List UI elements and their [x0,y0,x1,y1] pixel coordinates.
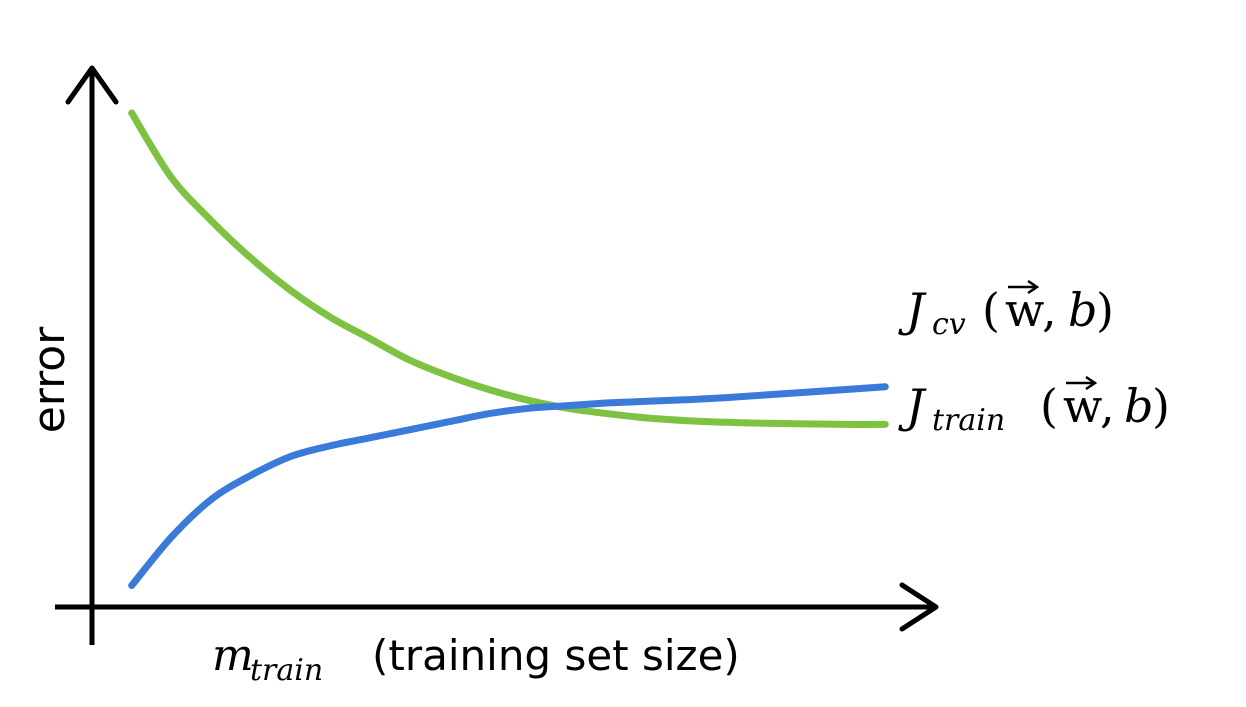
x-axis-label-text: (training set size) [372,631,740,680]
series-label-cv-main: J [898,283,927,337]
series-label-cv-close-paren: ) [1096,283,1114,337]
x-axis-label-symbol: m [212,630,254,681]
series-label-cv: J cv ( w , b ) [898,279,1114,342]
series-label-cv-subscript: cv [932,307,966,342]
series-line-cv [128,109,889,428]
series-label-cv-comma: , [1042,283,1057,337]
series-label-train-comma: , [1100,379,1115,433]
series-label-cv-b: b [1068,283,1097,337]
y-axis-arrow-head [65,65,119,105]
series-label-train-b: b [1124,379,1153,433]
vector-arrow-icon [1008,279,1040,295]
series-label-train: J train ( w , b ) [898,375,1170,438]
x-axis-label: m train (training set size) [212,630,740,688]
vector-arrow-icon [1066,375,1098,391]
series-label-train-w: w [1063,379,1102,433]
series-label-cv-w: w [1005,283,1044,337]
y-axis-label: error [24,326,75,433]
series-label-train-open-paren: ( [1040,379,1058,433]
series-label-cv-open-paren: ( [982,283,1000,337]
series-layer [128,109,889,589]
x-axis-label-subscript: train [250,653,323,688]
series-label-train-main: J [898,379,927,433]
x-axis-arrow-head [899,582,939,632]
series-line-train [128,383,889,589]
series-label-train-subscript: train [932,403,1005,438]
series-label-train-close-paren: ) [1152,379,1170,433]
